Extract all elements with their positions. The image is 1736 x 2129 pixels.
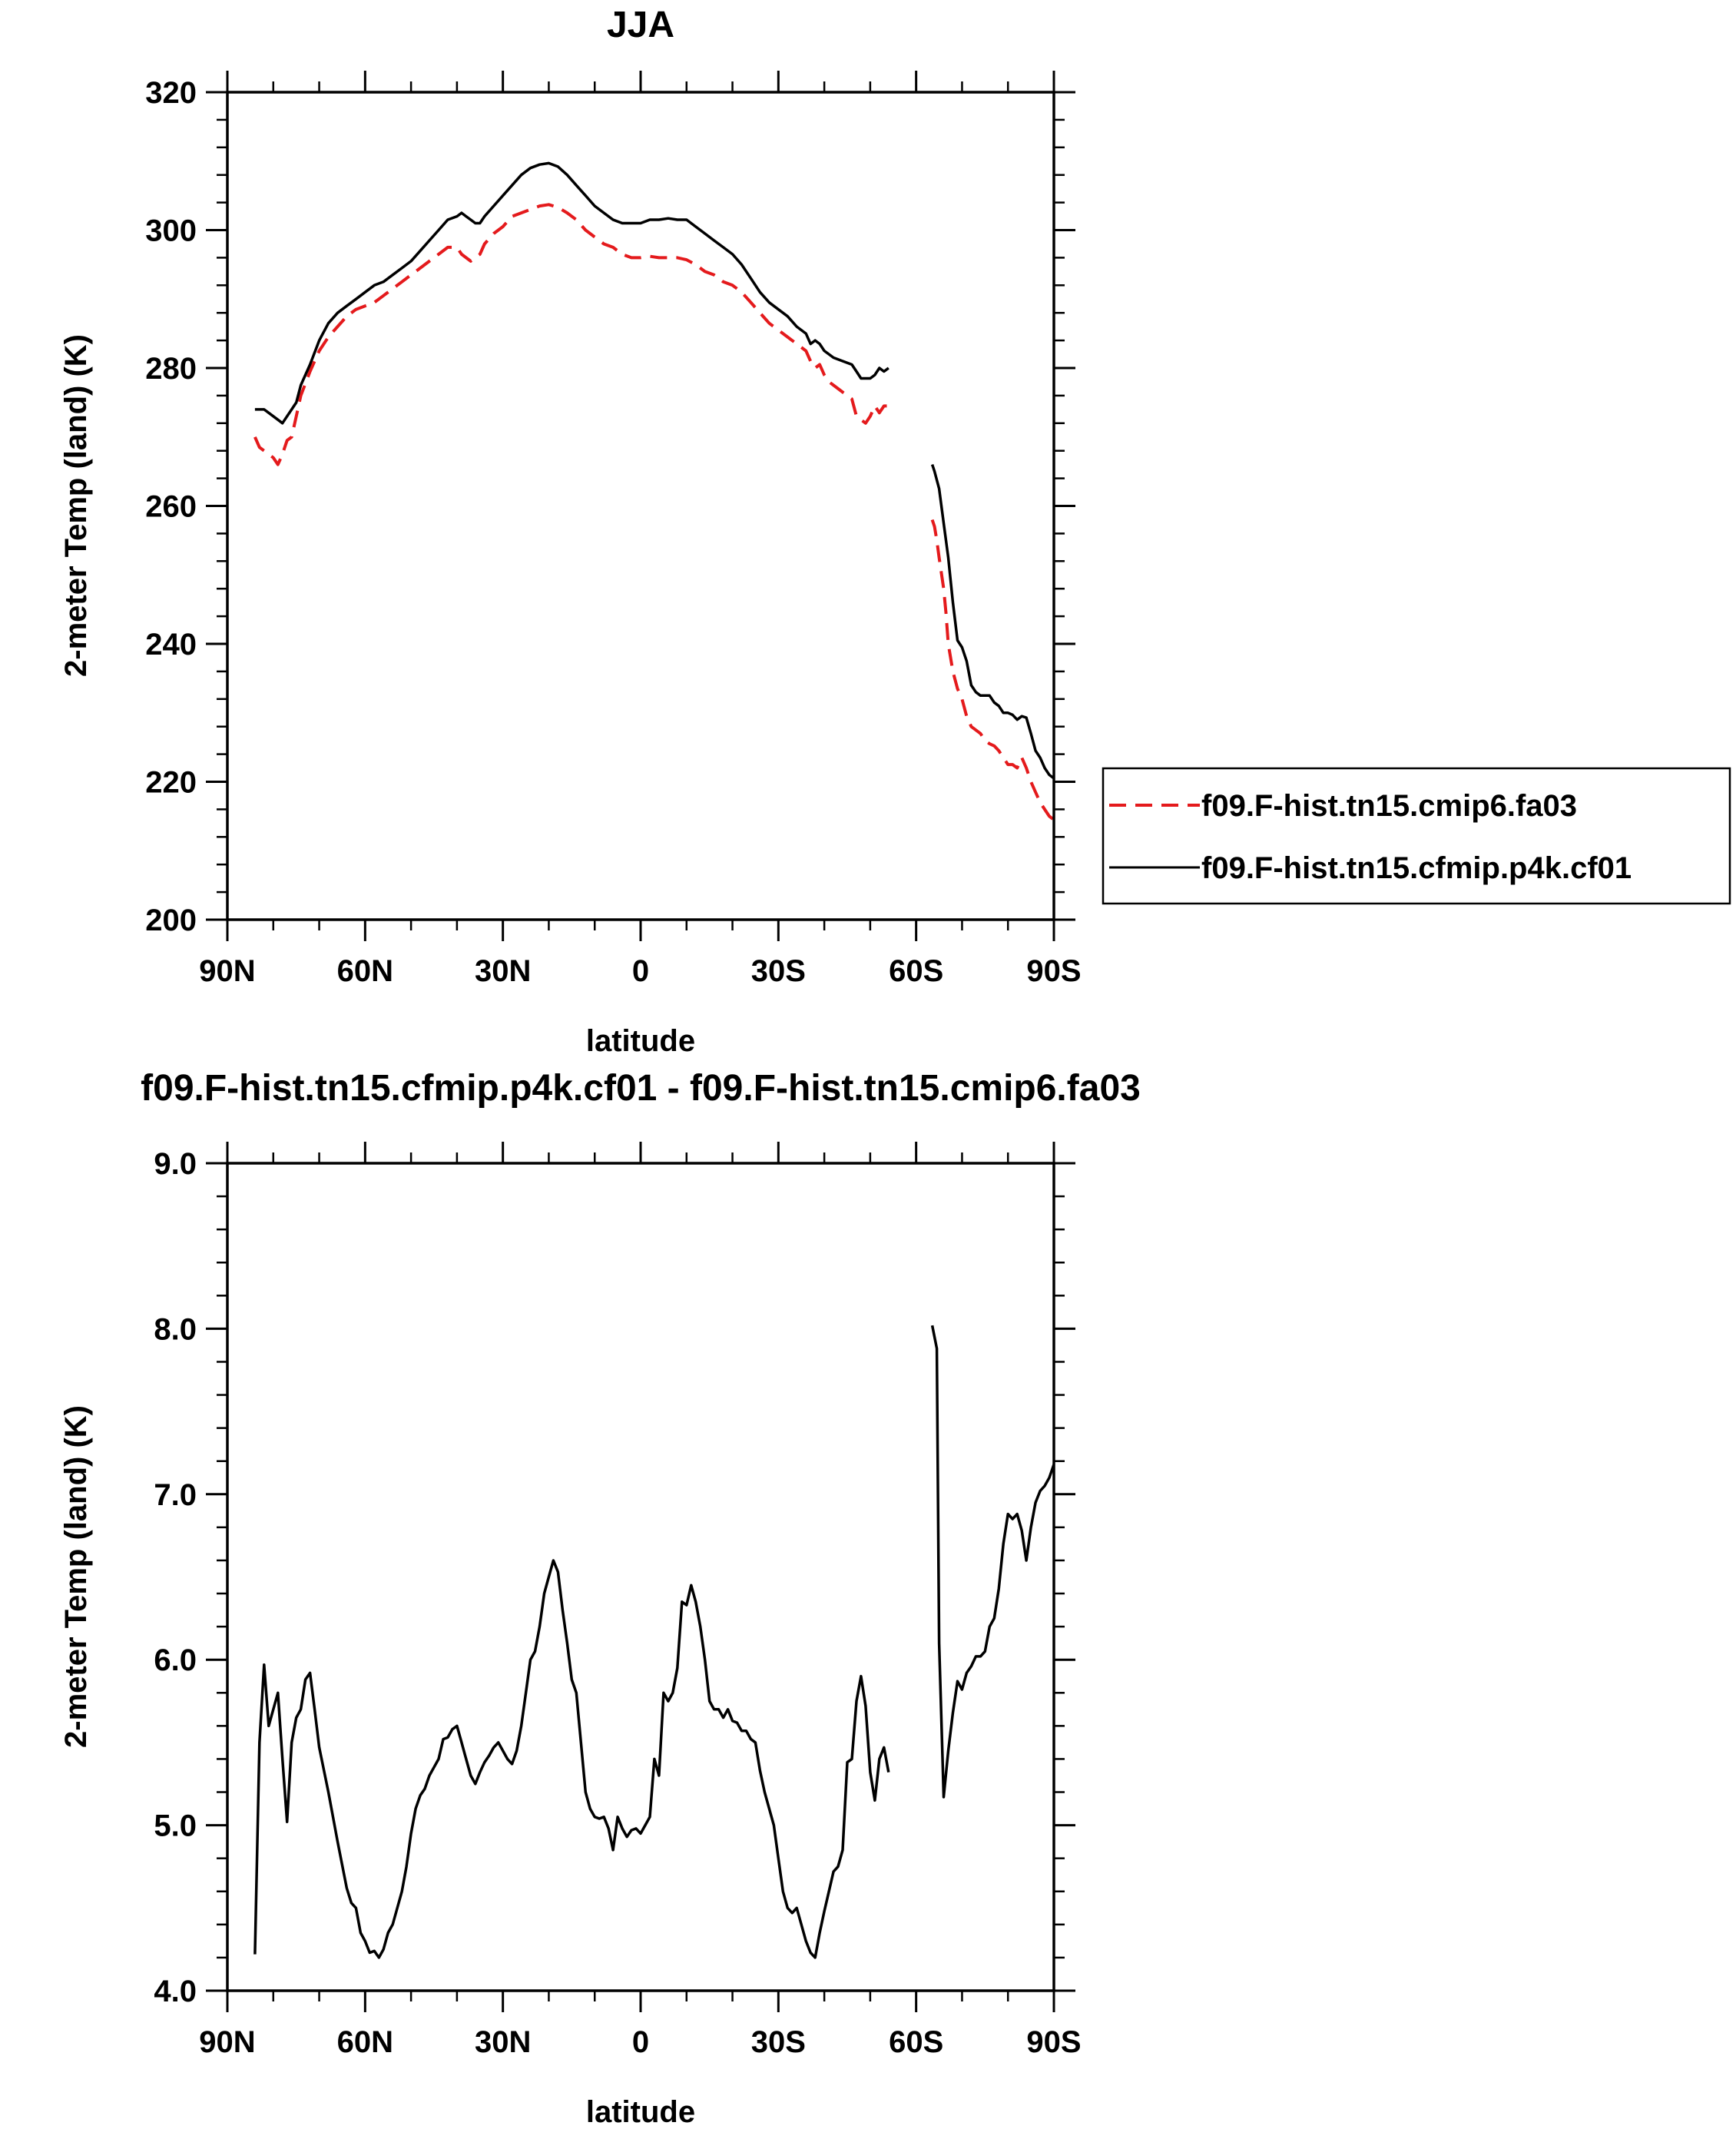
legend: f09.F-hist.tn15.cmip6.fa03 f09.F-hist.tn…	[1102, 767, 1731, 905]
y-tick-label: 320	[145, 76, 197, 110]
bottom-panel: f09.F-hist.tn15.cfmip.p4k.cf01 - f09.F-h…	[59, 1068, 1141, 2129]
y-tick-label: 220	[145, 766, 197, 800]
bottom-series-group	[253, 1325, 1055, 1959]
x-tick-label: 0	[632, 954, 649, 988]
y-tick-label: 5.0	[154, 1809, 197, 1843]
x-tick-label: 30S	[751, 954, 806, 988]
y-tick-label: 240	[145, 628, 197, 662]
x-tick-label: 60N	[337, 2025, 393, 2059]
x-tick-label: 90N	[199, 954, 255, 988]
top-y-axis-label: 2-meter Temp (land) (K)	[59, 334, 93, 677]
x-tick-label: 90S	[1026, 2025, 1081, 2059]
top-x-axis-label: latitude	[586, 1024, 695, 1058]
series-2-line-segment-1	[254, 161, 890, 425]
y-tick-label: 200	[145, 904, 197, 937]
bottom-x-axis-label: latitude	[586, 2095, 695, 2129]
series-2-line-segment-2	[930, 464, 1055, 780]
x-tick-label: 60S	[889, 2025, 943, 2059]
bottom-plot-area: 90N 60N 30N 0 30S 60S 90S 4.0 5.0 6.0 7.0 8.0 9.0	[154, 1142, 1082, 2059]
x-tick-label: 0	[632, 2025, 649, 2059]
bottom-chart-title: f09.F-hist.tn15.cfmip.p4k.cf01 - f09.F-h…	[141, 1068, 1141, 1109]
x-tick-label: 60N	[337, 954, 393, 988]
top-plot-area: 90N 60N 30N 0 30S 60S 90S 200 220 240 260 280 300 320	[145, 71, 1082, 988]
bottom-y-axis-label: 2-meter Temp (land) (K)	[59, 1405, 93, 1748]
bottom-plot-frame	[226, 1162, 1055, 1992]
y-tick-label: 280	[145, 352, 197, 386]
top-plot-frame	[226, 91, 1055, 921]
y-tick-label: 260	[145, 490, 197, 524]
y-tick-label: 8.0	[154, 1312, 197, 1346]
legend-box	[1102, 767, 1731, 905]
bottom-ticks-group: 90N 60N 30N 0 30S 60S 90S 4.0 5.0 6.0 7.0 8.0 9.0	[154, 1142, 1082, 2059]
legend-label-series-1: f09.F-hist.tn15.cmip6.fa03	[1201, 789, 1577, 823]
top-chart-title: JJA	[607, 5, 674, 45]
legend-label-series-2: f09.F-hist.tn15.cfmip.p4k.cf01	[1201, 851, 1632, 885]
y-tick-label: 6.0	[154, 1643, 197, 1677]
series-1-line-segment-2	[930, 1325, 1055, 1799]
top-series-group	[253, 161, 1055, 821]
x-tick-label: 90S	[1026, 954, 1081, 988]
x-tick-label: 30S	[751, 2025, 806, 2059]
y-tick-label: 4.0	[154, 1975, 197, 2008]
y-tick-label: 9.0	[154, 1147, 197, 1181]
y-tick-label: 300	[145, 214, 197, 248]
series-1-line-segment-2	[930, 519, 1055, 821]
top-ticks-group: 90N 60N 30N 0 30S 60S 90S 200 220 240 260 280 300 320	[145, 71, 1082, 988]
series-1-line-segment-1	[253, 203, 889, 466]
top-panel: JJA 90N 60N 30N 0 30S 60S 90S 200 220 240 260 280 30…	[59, 5, 1731, 1058]
y-tick-label: 7.0	[154, 1478, 197, 1512]
series-1-line-segment-1	[253, 1559, 890, 1959]
x-tick-label: 30N	[475, 2025, 531, 2059]
x-tick-label: 60S	[889, 954, 943, 988]
x-tick-label: 30N	[475, 954, 531, 988]
x-tick-label: 90N	[199, 2025, 255, 2059]
